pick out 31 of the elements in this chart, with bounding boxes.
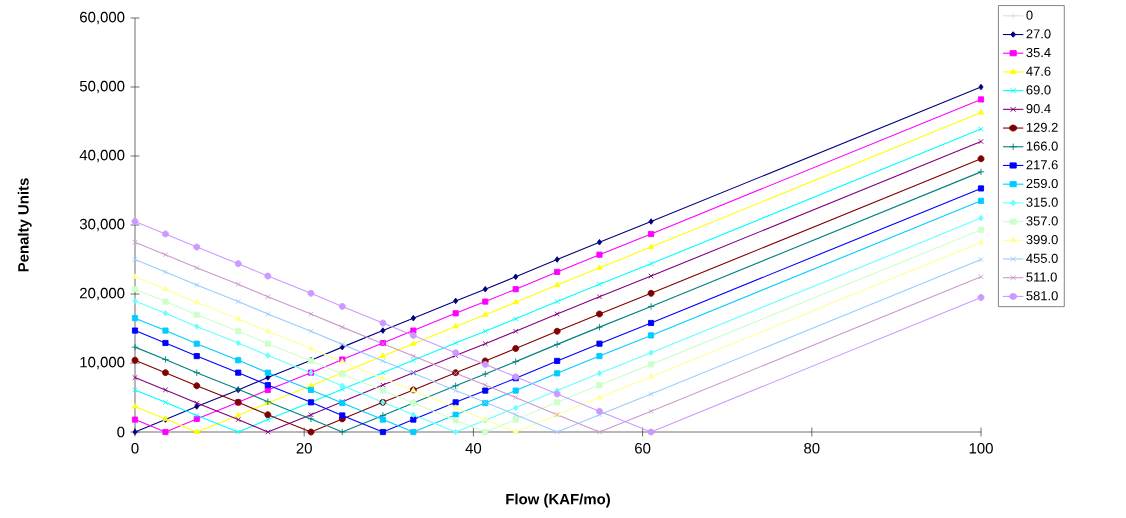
- legend-label: 166.0: [1026, 141, 1058, 151]
- x-tick-label: 80: [804, 442, 820, 454]
- legend-label: 90.4: [1026, 104, 1051, 114]
- legend-label: 69.0: [1026, 85, 1051, 95]
- x-tick-label: 40: [465, 442, 482, 454]
- x-tick-label: 0: [131, 442, 139, 454]
- y-tick-label: 50,000: [79, 80, 125, 94]
- legend-label: 259.0: [1026, 178, 1058, 189]
- legend-label: 0: [1026, 10, 1033, 20]
- y-tick-label: 20,000: [80, 287, 125, 301]
- legend-label: 315.0: [1026, 197, 1058, 207]
- legend-label: 27.0: [1026, 29, 1051, 39]
- x-tick-label: 20: [296, 442, 312, 454]
- x-tick-label: 60: [635, 442, 651, 454]
- y-tick-label: 60,000: [80, 11, 125, 25]
- legend-label: 217.6: [1026, 160, 1058, 170]
- legend-label: 357.0: [1026, 216, 1058, 226]
- legend-label: 129.2: [1026, 122, 1058, 132]
- y-tick-label: 30,000: [79, 218, 125, 232]
- x-tick-label: 100: [969, 442, 993, 454]
- y-axis-title: Penalty Units: [17, 178, 32, 272]
- y-tick-label: 10,000: [80, 356, 125, 370]
- y-tick-label: 0: [117, 426, 125, 438]
- legend-label: 511.0: [1026, 272, 1057, 282]
- legend-label: 455.0: [1026, 253, 1058, 263]
- x-axis-title: Flow (KAF/mo): [506, 493, 610, 508]
- legend-label: 581.0: [1026, 291, 1058, 301]
- y-tick-label: 40,000: [79, 149, 125, 163]
- legend-label: 47.6: [1026, 66, 1051, 76]
- legend-label: 35.4: [1026, 47, 1051, 58]
- legend-label: 399.0: [1026, 235, 1058, 245]
